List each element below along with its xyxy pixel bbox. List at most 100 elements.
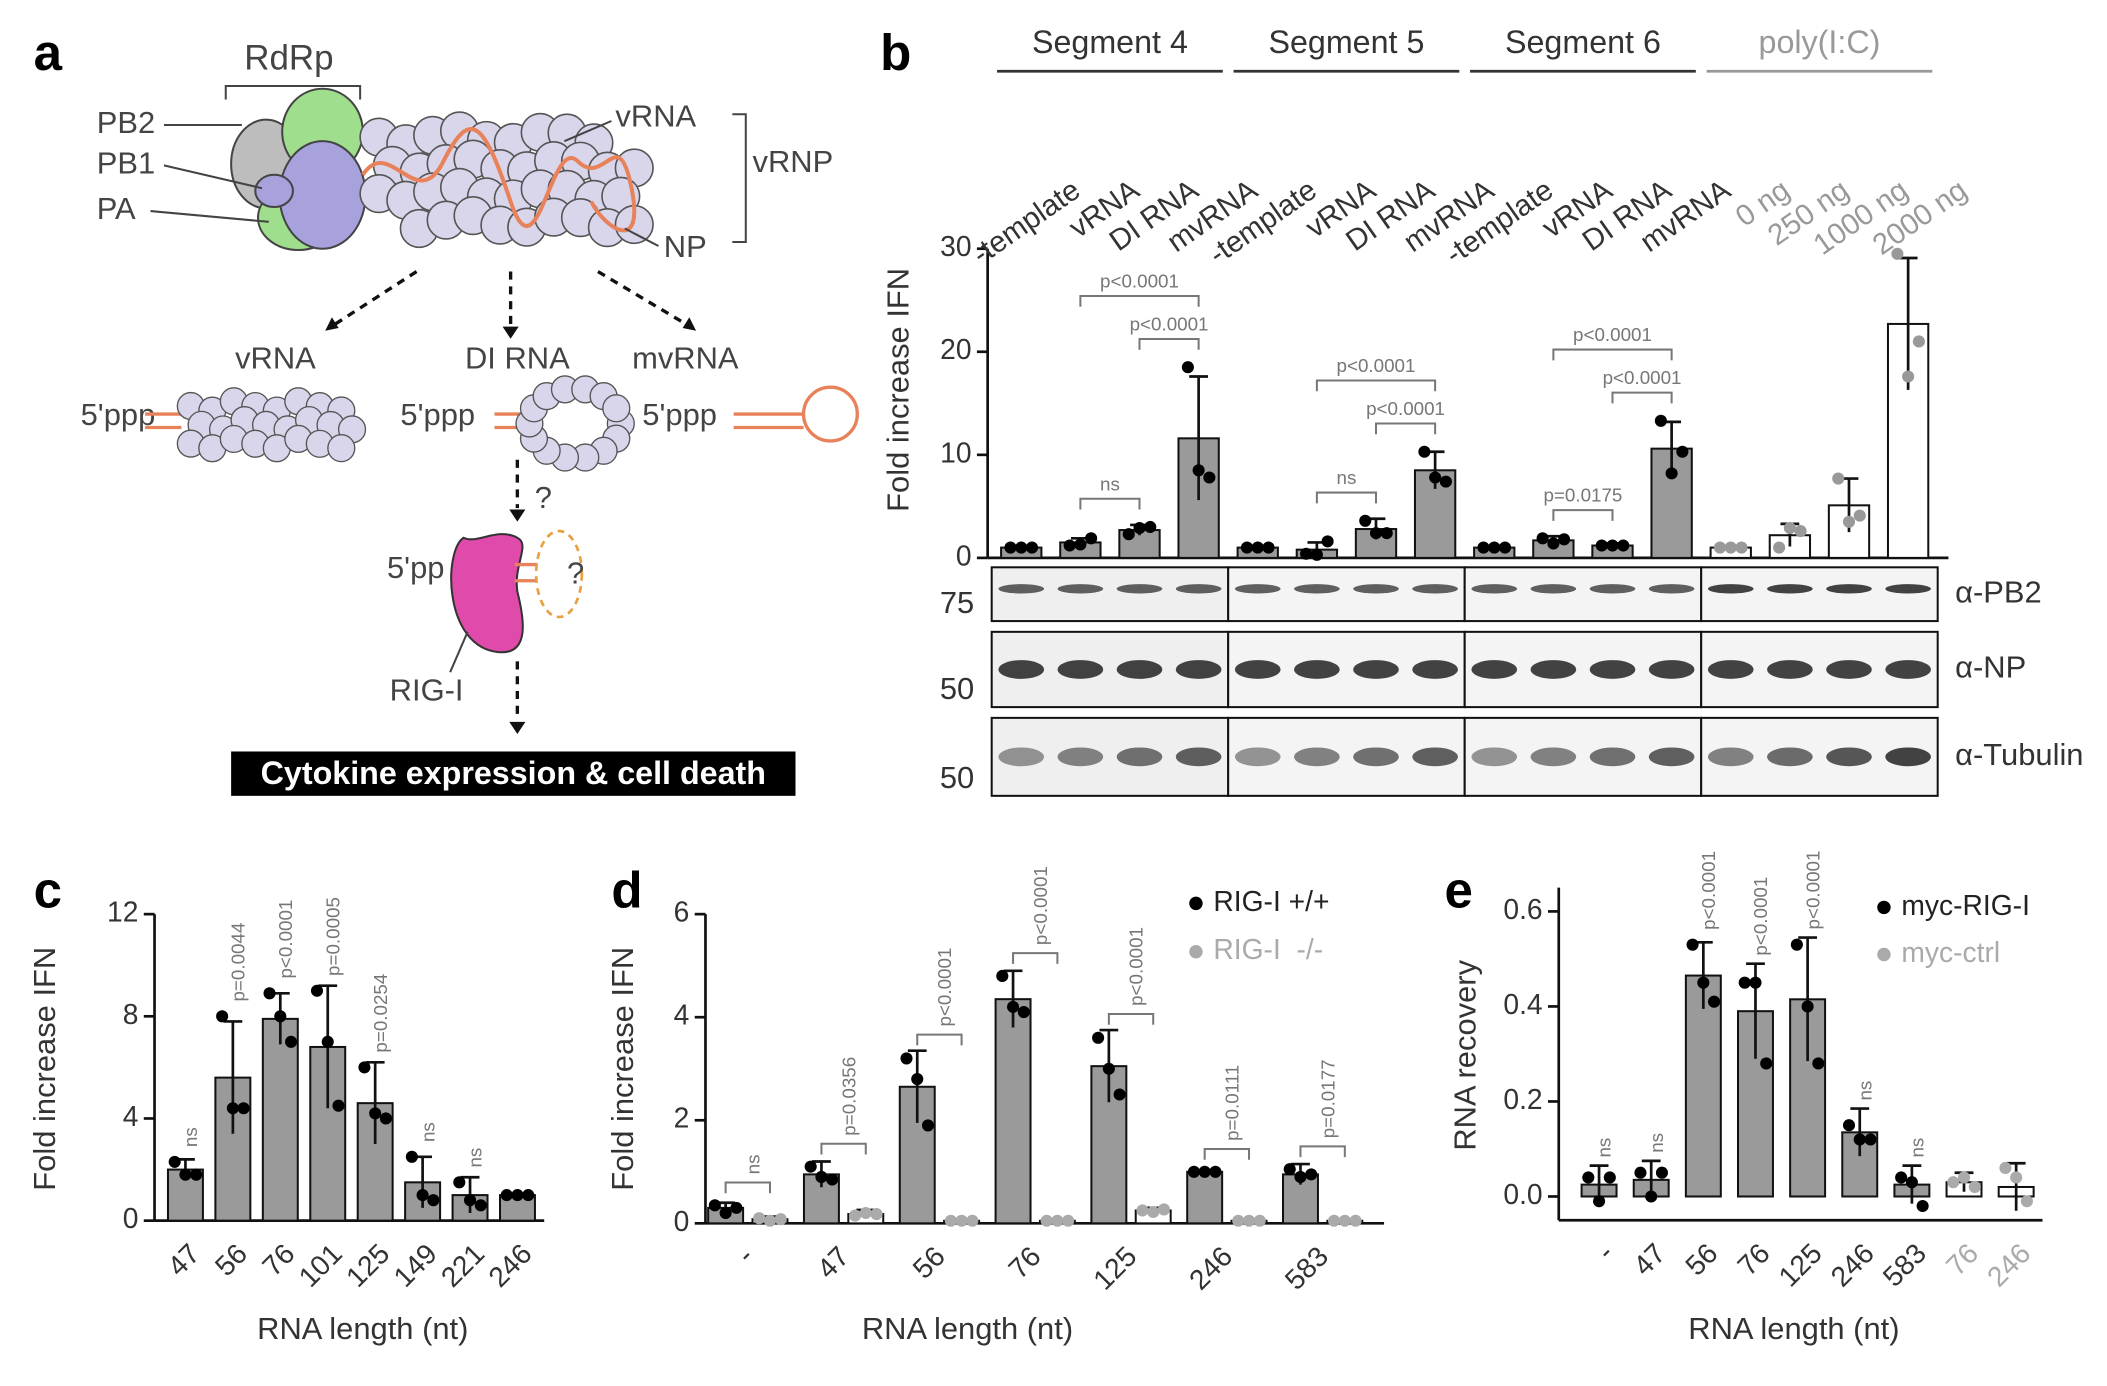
data-point xyxy=(168,1155,181,1168)
data-point xyxy=(1157,1203,1171,1216)
data-point xyxy=(190,1168,203,1181)
blot-band xyxy=(1530,747,1577,767)
annotation: p=0.0111 xyxy=(1222,1065,1243,1141)
data-point xyxy=(500,1189,513,1202)
data-point xyxy=(1359,514,1372,527)
data-point xyxy=(1262,541,1275,554)
comparison-bracket xyxy=(820,1142,867,1155)
data-point xyxy=(1832,472,1845,485)
data-point xyxy=(1912,335,1925,348)
comparison-bracket xyxy=(1552,348,1673,361)
legend-marker xyxy=(1189,896,1203,911)
blot-band xyxy=(1767,660,1813,679)
comparison-bracket xyxy=(916,1033,963,1046)
blot-band xyxy=(1057,660,1104,679)
comparison-bracket xyxy=(1107,1012,1155,1025)
data-point xyxy=(955,1214,968,1227)
error-bar xyxy=(1189,375,1209,501)
data-point xyxy=(996,969,1009,983)
x-tick-label: 246 xyxy=(482,1237,538,1293)
blot-band xyxy=(1471,660,1518,679)
data-point xyxy=(1203,471,1216,484)
question: ? xyxy=(535,480,552,515)
data-point xyxy=(804,1160,817,1173)
data-point xyxy=(1015,541,1028,554)
x-tick-label: 221 xyxy=(434,1237,490,1293)
data-point xyxy=(1051,1214,1064,1227)
blot-band xyxy=(1353,584,1399,594)
group-label: Segment 6 xyxy=(1505,24,1661,60)
annotation: p<0.0001 xyxy=(1337,355,1416,376)
blot-band xyxy=(1412,747,1458,767)
data-point xyxy=(719,1206,732,1220)
data-point xyxy=(1498,541,1512,554)
comparison-bracket xyxy=(1203,1147,1251,1160)
blot-band xyxy=(1707,747,1754,767)
y-tick-label: 10 xyxy=(940,436,971,468)
y-axis-title: Fold increase IFN xyxy=(880,268,915,512)
data-point xyxy=(179,1168,192,1181)
blot-band xyxy=(1885,584,1931,594)
data-point xyxy=(815,1170,828,1184)
y-tick-label: 0.4 xyxy=(1503,988,1542,1020)
data-point xyxy=(1708,995,1721,1008)
legend-marker xyxy=(1877,947,1891,962)
blot-band xyxy=(1057,584,1104,594)
blot-band xyxy=(1234,660,1281,679)
data-point xyxy=(1760,1057,1773,1070)
y-tick-label: 0.0 xyxy=(1503,1178,1542,1210)
data-point xyxy=(1439,475,1452,488)
data-point xyxy=(859,1206,872,1220)
blot-band xyxy=(1707,660,1754,679)
comparison-bracket xyxy=(1315,491,1378,504)
blot-label: α-Tubulin xyxy=(1955,737,2083,772)
blot-panel xyxy=(1700,566,1939,623)
pa-label: PA xyxy=(97,191,136,226)
mvrna-loop xyxy=(801,385,859,443)
data-point xyxy=(1547,537,1560,550)
blot-band xyxy=(1294,584,1340,594)
data-point xyxy=(1181,361,1194,374)
annotation: p<0.0001 xyxy=(1573,324,1652,345)
data-point xyxy=(1209,1165,1222,1178)
outcome-box xyxy=(231,751,796,796)
data-point xyxy=(826,1173,839,1186)
diagram-panel: a RdRp PB2 PB1 PA vRNA vRNP NP vRNA DI R… xyxy=(34,24,859,796)
blot-band xyxy=(1530,660,1577,679)
blot-band xyxy=(1116,747,1163,767)
data-point xyxy=(1842,515,1856,528)
data-point xyxy=(1040,1214,1053,1227)
data-point xyxy=(1338,1214,1351,1227)
leader-lines xyxy=(150,124,269,223)
data-point xyxy=(463,1194,477,1207)
data-point xyxy=(369,1107,382,1120)
x-tick-label: 47 xyxy=(161,1237,206,1282)
data-point xyxy=(1192,464,1205,477)
pb2-label: PB2 xyxy=(97,105,155,140)
pb1-label: PB1 xyxy=(97,146,155,181)
blot-band xyxy=(1589,584,1636,594)
comparison-bracket xyxy=(1611,391,1673,404)
blot-band xyxy=(1767,584,1813,594)
y-tick-label: 2 xyxy=(674,1102,690,1134)
x-tick-label: 47 xyxy=(810,1240,855,1285)
data-point xyxy=(730,1201,743,1214)
data-point xyxy=(1603,1171,1616,1184)
mw-marker: 50 xyxy=(940,671,974,706)
legend-label: RIG-I -/- xyxy=(1213,933,1323,965)
comparison-bracket xyxy=(1315,379,1437,392)
data-point xyxy=(1655,1166,1668,1179)
y-tick-label: 8 xyxy=(123,998,139,1030)
blot-band xyxy=(1294,660,1340,679)
data-point xyxy=(1853,1133,1866,1146)
data-point xyxy=(1895,1171,1908,1184)
data-point xyxy=(848,1209,862,1222)
blot-panel xyxy=(1227,566,1466,623)
error-bar xyxy=(223,1020,243,1134)
blot-band xyxy=(1294,747,1340,767)
blot-band xyxy=(1353,660,1399,679)
outcome: Cytokine expression & cell death xyxy=(261,755,766,791)
data-point xyxy=(1947,1176,1960,1189)
stem xyxy=(145,412,182,430)
